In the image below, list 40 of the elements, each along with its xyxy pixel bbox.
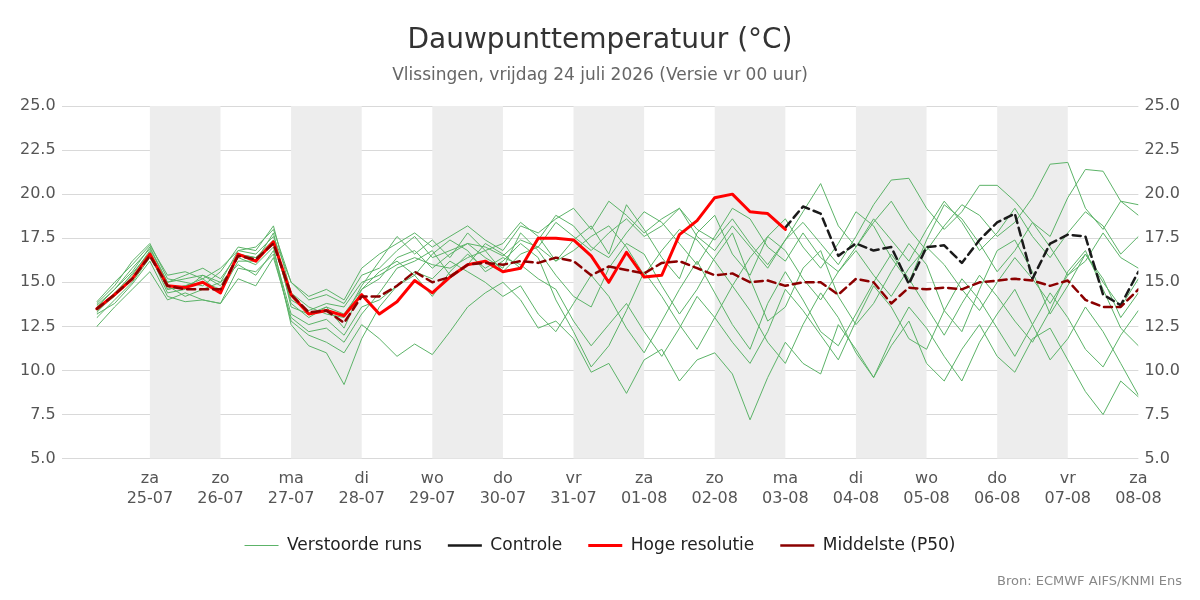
y-tick-label: 25.0 (20, 95, 56, 115)
x-tick-label: za 01-08 (620, 468, 668, 507)
x-tick-label: di 28-07 (338, 468, 385, 507)
y-tick-label: 20.0 (20, 183, 56, 203)
x-tick-label: ma 27-07 (267, 468, 315, 507)
x-tick-label: za 25-07 (126, 468, 174, 507)
chart-title: Dauwpunttemperatuur (°C) (407, 22, 793, 56)
y-tick-label: 7.5 (30, 403, 56, 423)
y2-tick-label: 5.0 (1144, 447, 1170, 467)
x-tick-label: wo 29-07 (409, 468, 456, 507)
x-tick-label: vr 31-07 (550, 468, 597, 507)
y2-tick-label: 22.5 (1144, 139, 1180, 159)
x-tick-label: zo 02-08 (691, 468, 738, 507)
y-tick-label: 22.5 (20, 139, 56, 159)
y2-tick-label: 20.0 (1144, 183, 1180, 203)
x-tick-label: do 06-08 (973, 468, 1021, 507)
y-tick-label: 15.0 (20, 271, 56, 291)
y-tick-label: 5.0 (30, 447, 56, 467)
y-tick-label: 17.5 (20, 227, 56, 247)
text: Bron: ECMWF AIFS/KNMI Ens (997, 572, 1183, 588)
y2-tick-label: 15.0 (1144, 271, 1180, 291)
x-tick-label: za 08-08 (1115, 468, 1162, 507)
y2-tick-label: 17.5 (1144, 227, 1180, 247)
legend-label: Hoge resolutie (630, 533, 755, 554)
y-tick-label: 10.0 (20, 359, 56, 379)
y2-tick-label: 7.5 (1144, 403, 1170, 423)
y-tick-label: 12.5 (20, 315, 56, 335)
y2-tick-label: 10.0 (1144, 359, 1180, 379)
y2-tick-label: 12.5 (1144, 315, 1180, 335)
y2-tick-label: 25.0 (1144, 95, 1180, 115)
chart-subtitle: Vlissingen, vrijdag 24 juli 2026 (Versie vr 00 uur) (392, 64, 808, 85)
x-tick-label: do 30-07 (479, 468, 527, 507)
x-tick-label: ma 03-08 (762, 468, 809, 507)
x-tick-label: vr 07-08 (1044, 468, 1092, 507)
x-tick-label: zo 26-07 (197, 468, 244, 507)
x-tick-label: di 04-08 (832, 468, 880, 507)
legend-label: Verstoorde runs (287, 533, 422, 554)
x-tick-label: wo 05-08 (903, 468, 950, 507)
legend-label: Controle (490, 533, 563, 554)
legend-label: Middelste (P50) (822, 533, 956, 554)
